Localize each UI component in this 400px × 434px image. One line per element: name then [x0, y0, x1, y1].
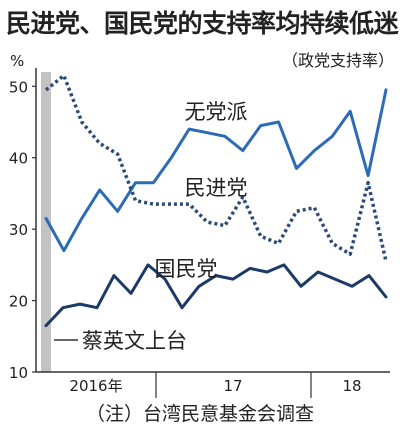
- x-period-label: 17: [223, 377, 242, 395]
- y-axis-unit: %: [10, 52, 24, 70]
- series-line-0: [44, 88, 388, 253]
- series-line-2: [44, 263, 388, 328]
- y-tick-label: 10: [9, 364, 28, 382]
- y-tick-label: 20: [9, 293, 28, 311]
- inauguration-label: 蔡英文上台: [82, 329, 187, 353]
- y-tick-label: 30: [9, 221, 28, 239]
- inauguration-highlight-band: [41, 72, 51, 372]
- axes: 10 20 30 40 50% 2016年 17 18: [9, 52, 390, 398]
- series-label-1: 民进党: [185, 176, 248, 200]
- series-label-0: 无党派: [185, 100, 248, 124]
- series-line-1: [44, 73, 388, 262]
- y-tick-label: 50: [9, 78, 28, 96]
- x-period-label: 18: [342, 377, 361, 395]
- x-period-label: 2016年: [69, 377, 122, 395]
- chart-subtitle: （政党支持率）: [281, 51, 394, 70]
- chart-title: 民进党、国民党的支持率均持续低迷: [6, 9, 399, 38]
- series-group: [44, 73, 388, 328]
- y-tick-label: 40: [9, 150, 28, 168]
- series-label-2: 国民党: [155, 257, 218, 281]
- source-note: （注）台湾民意基金会调查: [85, 403, 314, 425]
